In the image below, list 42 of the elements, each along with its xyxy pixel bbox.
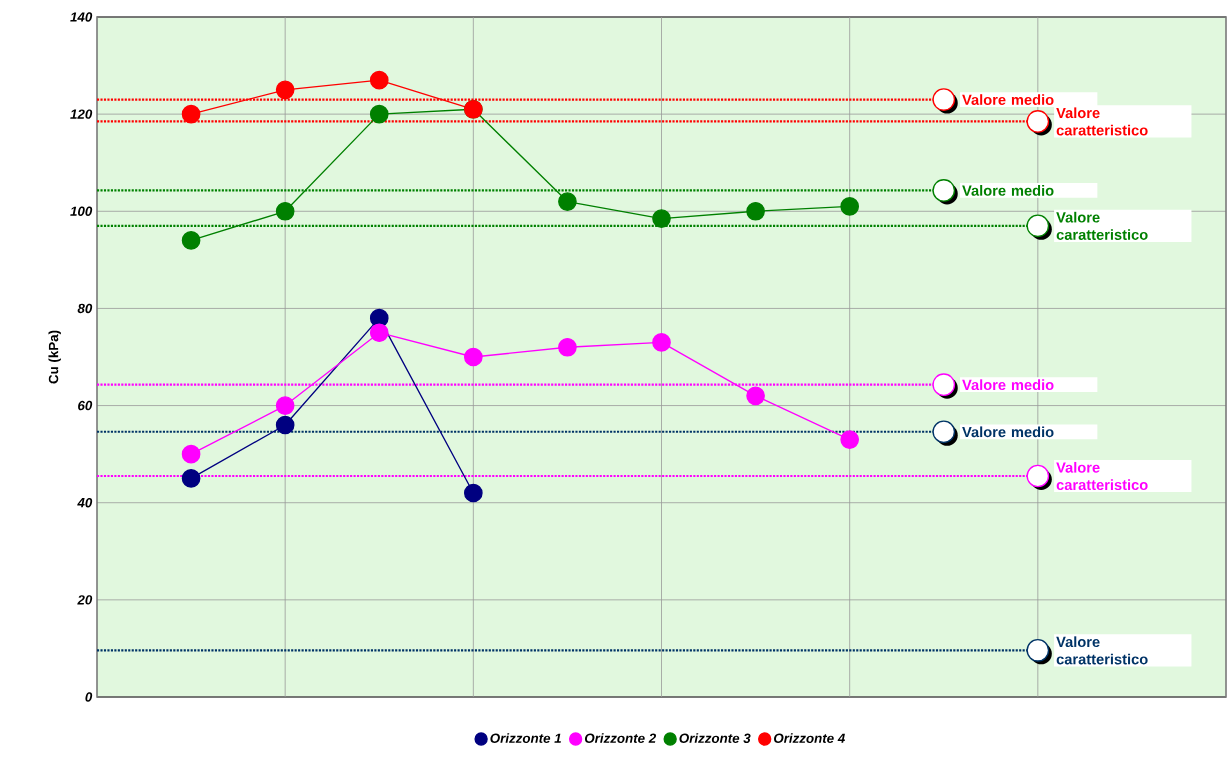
ref-line-label: Valore caratteristico — [1056, 211, 1148, 240]
point — [275, 415, 295, 435]
point — [652, 333, 671, 352]
legend-label: Orizzonte 1 — [490, 733, 561, 743]
y-tick-label: 140 — [70, 12, 93, 22]
point — [181, 469, 201, 488]
point — [464, 483, 483, 503]
ref-line-label: Valore caratteristico — [1056, 636, 1148, 665]
y-tick-label: 120 — [70, 109, 93, 119]
point — [746, 386, 765, 406]
y-tick-label: 100 — [70, 206, 93, 216]
y-tick-label: 60 — [78, 400, 93, 411]
ref-line-label: Valore caratteristico — [1056, 107, 1148, 136]
point — [652, 209, 671, 228]
point — [181, 444, 201, 464]
y-tick-label: 20 — [77, 595, 93, 605]
legend-label: Orizzonte 3 — [679, 733, 751, 743]
point — [369, 70, 389, 90]
ref-line-label: Valore medio — [962, 94, 1054, 105]
ref-line-label: Valore caratteristico — [1056, 461, 1148, 491]
ref-line-label: Valore medio — [962, 185, 1054, 196]
point — [558, 192, 577, 211]
point — [558, 337, 577, 357]
y-axis-title: Cu (kPa) — [48, 330, 61, 384]
legend-label: Orizzonte 2 — [584, 733, 657, 743]
point — [181, 104, 201, 124]
point — [275, 201, 295, 221]
point — [369, 323, 389, 343]
point — [746, 201, 765, 221]
y-tick-label: 80 — [77, 303, 93, 314]
y-tick-label: 40 — [77, 498, 93, 508]
point — [275, 396, 295, 415]
ref-line-label: Valore medio — [962, 426, 1054, 438]
point — [181, 231, 201, 250]
point — [840, 197, 860, 216]
point — [369, 104, 389, 124]
point — [275, 80, 295, 100]
ref-line-label: Valore medio — [962, 379, 1054, 391]
y-tick-label: 0 — [85, 692, 93, 702]
legend-label: Orizzonte 4 — [774, 733, 845, 743]
point — [840, 430, 860, 449]
point — [464, 347, 483, 367]
